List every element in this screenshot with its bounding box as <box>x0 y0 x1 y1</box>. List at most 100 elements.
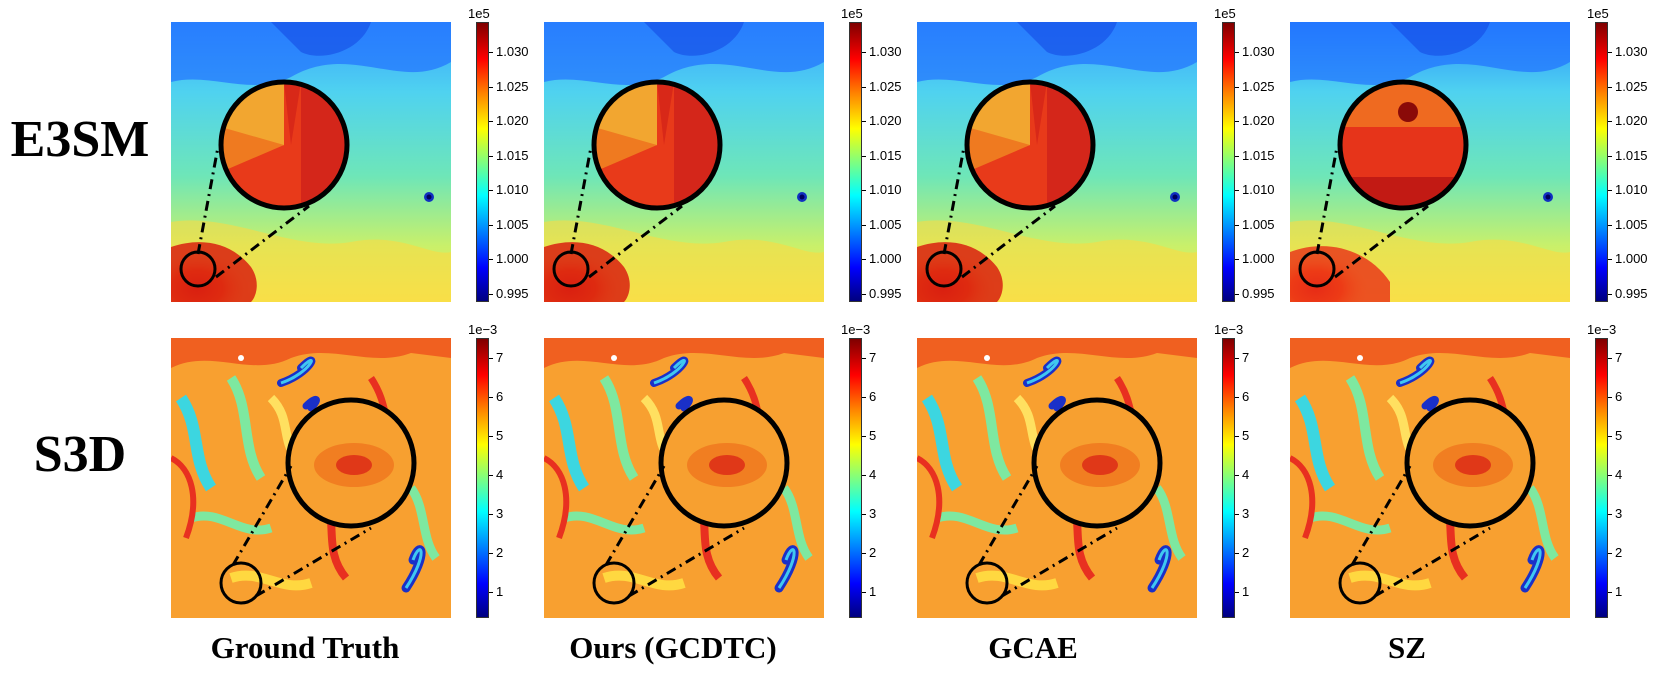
e3sm-gcae-tick-label: 1.020 <box>1242 113 1275 128</box>
s3d-ground-truth-tick-mark <box>489 475 493 476</box>
e3sm-gcae-tick-mark <box>1235 86 1239 88</box>
s3d-ours-tick-mark <box>862 436 866 437</box>
s3d-gcae-tick-label: 4 <box>1242 467 1250 482</box>
e3sm-sz-tick-mark <box>1608 224 1612 226</box>
e3sm-sz-tick-mark <box>1608 259 1612 260</box>
s3d-ours-colorbar <box>849 338 862 618</box>
e3sm-sz-tick-label: 1.010 <box>1615 182 1648 197</box>
s3d-ground-truth-tick-mark <box>489 553 493 554</box>
s3d-ours-field-image <box>544 338 824 618</box>
e3sm-gcae-field-image <box>917 22 1197 302</box>
s3d-gcae-tick-label: 1 <box>1242 584 1250 599</box>
s3d-sz-tick-mark <box>1608 436 1612 437</box>
e3sm-sz-tick-mark <box>1608 155 1612 157</box>
s3d-sz-tick-label: 6 <box>1615 389 1623 404</box>
e3sm-ground-truth-tick-mark <box>489 121 493 122</box>
s3d-sz-tick-mark <box>1608 475 1612 476</box>
s3d-ground-truth-colorbar-exponent: 1e−3 <box>468 322 498 337</box>
column-label-ours: Ours (GCDTC) <box>569 630 777 665</box>
e3sm-ours-colorbar-exponent: 1e5 <box>841 6 863 21</box>
e3sm-ground-truth-tick-label: 1.020 <box>496 113 529 128</box>
e3sm-ground-truth-tick-mark <box>489 259 493 260</box>
e3sm-gcae-tick-mark <box>1235 259 1239 260</box>
e3sm-ours-tick-mark <box>862 86 866 88</box>
e3sm-sz-tick-mark <box>1608 121 1612 122</box>
e3sm-sz-tick-label: 1.025 <box>1615 78 1648 94</box>
s3d-gcae-tick-label: 7 <box>1242 350 1250 365</box>
s3d-ground-truth-tick-label: 7 <box>496 350 504 365</box>
s3d-ground-truth-tick-label: 5 <box>496 428 504 443</box>
e3sm-ours-tick-mark <box>862 224 866 226</box>
e3sm-gcae-tick-label: 1.015 <box>1242 147 1275 163</box>
s3d-sz-colorbar-exponent: 1e−3 <box>1587 322 1617 337</box>
s3d-ours-tick-mark <box>862 553 866 554</box>
s3d-gcae-tick-mark <box>1235 553 1239 554</box>
e3sm-gcae-tick-label: 1.005 <box>1242 216 1275 232</box>
e3sm-sz-tick-label: 1.000 <box>1615 251 1648 266</box>
e3sm-ours-tick-label: 1.000 <box>869 251 902 266</box>
s3d-ours-tick-mark <box>862 475 866 476</box>
e3sm-gcae-tick-label: 0.995 <box>1242 285 1275 301</box>
s3d-ours-tick-label: 7 <box>869 350 877 365</box>
s3d-ours-tick-label: 4 <box>869 467 877 482</box>
s3d-ours-tick-mark <box>862 358 866 359</box>
s3d-gcae-tick-label: 2 <box>1242 545 1250 560</box>
s3d-ground-truth-field-image <box>171 338 451 618</box>
e3sm-ours-tick-label: 1.015 <box>869 147 902 163</box>
e3sm-ground-truth-tick-mark <box>489 190 493 191</box>
s3d-sz-tick-mark <box>1608 514 1612 515</box>
s3d-gcae-colorbar-exponent: 1e−3 <box>1214 322 1244 337</box>
e3sm-sz-tick-label: 1.005 <box>1615 216 1648 232</box>
e3sm-gcae-tick-label: 1.030 <box>1242 44 1275 59</box>
column-label-gcae: GCAE <box>988 630 1078 665</box>
e3sm-ours-tick-label: 1.005 <box>869 216 902 232</box>
e3sm-sz-tick-label: 1.015 <box>1615 147 1648 163</box>
s3d-ground-truth-tick-label: 1 <box>496 584 504 599</box>
e3sm-ours-field-image <box>544 22 824 302</box>
s3d-gcae-tick-mark <box>1235 397 1239 398</box>
s3d-sz-colorbar <box>1595 338 1608 618</box>
e3sm-ground-truth-colorbar <box>476 22 489 302</box>
s3d-sz-field-image <box>1290 338 1570 618</box>
e3sm-gcae-tick-label: 1.025 <box>1242 78 1275 94</box>
e3sm-sz-colorbar-exponent: 1e5 <box>1587 6 1609 21</box>
e3sm-ground-truth-tick-label: 1.030 <box>496 44 529 59</box>
e3sm-sz-field-image <box>1290 22 1570 302</box>
e3sm-gcae-tick-mark <box>1235 52 1239 53</box>
e3sm-sz-tick-mark <box>1608 293 1612 295</box>
s3d-ours-tick-mark <box>862 592 866 593</box>
row-label-s3d: S3D <box>33 426 127 483</box>
s3d-ours-tick-label: 3 <box>869 506 877 521</box>
s3d-gcae-tick-mark <box>1235 475 1239 476</box>
s3d-ground-truth-tick-label: 3 <box>496 506 504 521</box>
s3d-ours-tick-label: 1 <box>869 584 877 599</box>
s3d-ours-tick-label: 6 <box>869 389 877 404</box>
e3sm-ground-truth-colorbar-exponent: 1e5 <box>468 6 490 21</box>
e3sm-sz-colorbar <box>1595 22 1608 302</box>
s3d-ours-tick-label: 5 <box>869 428 877 443</box>
e3sm-ground-truth-tick-label: 1.010 <box>496 182 529 197</box>
column-label-ground-truth: Ground Truth <box>210 630 400 665</box>
e3sm-sz-tick-label: 0.995 <box>1615 285 1648 301</box>
s3d-gcae-field-image <box>917 338 1197 618</box>
s3d-sz-tick-label: 3 <box>1615 506 1623 521</box>
e3sm-ours-tick-label: 1.030 <box>869 44 902 59</box>
e3sm-gcae-tick-mark <box>1235 155 1239 157</box>
s3d-ground-truth-tick-mark <box>489 514 493 515</box>
e3sm-ours-tick-label: 1.025 <box>869 78 902 94</box>
s3d-sz-tick-label: 2 <box>1615 545 1623 560</box>
s3d-gcae-tick-mark <box>1235 592 1239 593</box>
e3sm-sz-tick-mark <box>1608 86 1612 88</box>
s3d-ours-tick-mark <box>862 514 866 515</box>
e3sm-sz-tick-label: 1.030 <box>1615 44 1648 59</box>
e3sm-ground-truth-tick-mark <box>489 86 493 88</box>
e3sm-ground-truth-tick-mark <box>489 293 493 295</box>
s3d-gcae-tick-label: 6 <box>1242 389 1250 404</box>
e3sm-gcae-tick-mark <box>1235 293 1239 295</box>
s3d-ground-truth-tick-label: 4 <box>496 467 504 482</box>
e3sm-gcae-tick-mark <box>1235 190 1239 191</box>
s3d-sz-tick-mark <box>1608 358 1612 359</box>
e3sm-ground-truth-field-image <box>171 22 451 302</box>
e3sm-gcae-tick-label: 1.010 <box>1242 182 1275 197</box>
s3d-ours-tick-mark <box>862 397 866 398</box>
